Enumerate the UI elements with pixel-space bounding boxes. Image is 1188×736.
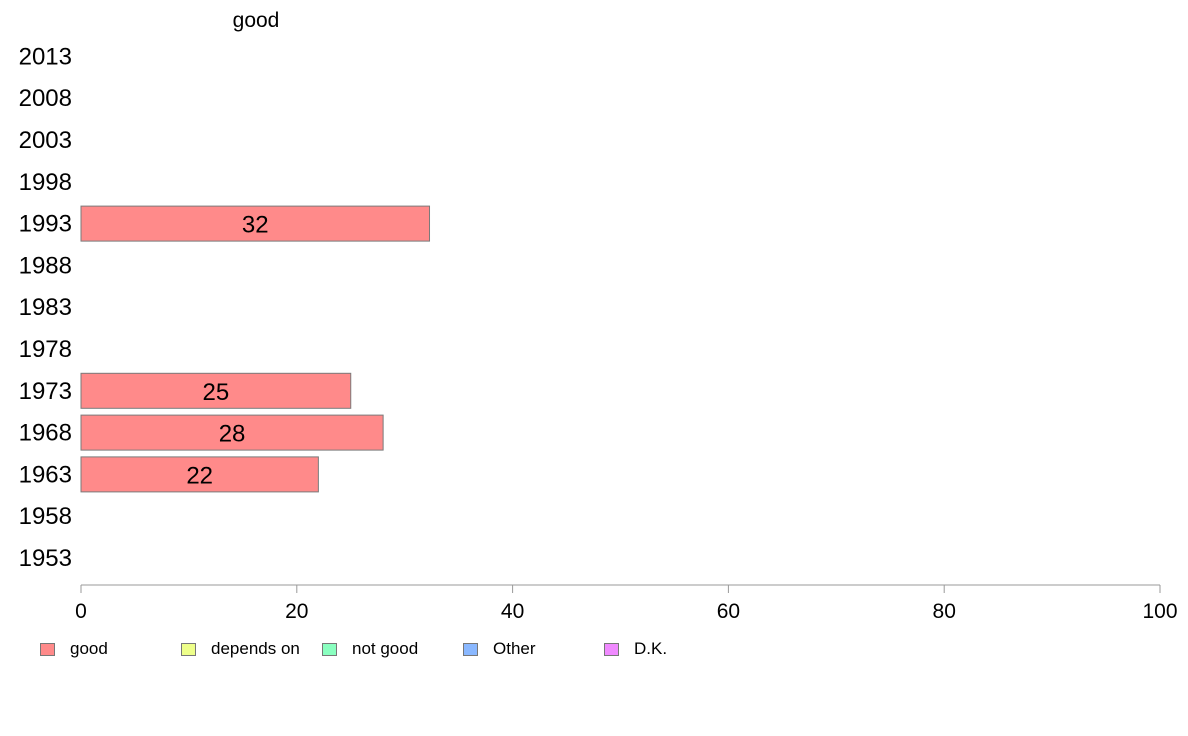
y-tick-label: 1978: [19, 336, 72, 363]
legend-label: good: [70, 639, 108, 658]
legend: good depends on not good Other D.K.: [40, 638, 704, 660]
x-tick-label: 40: [501, 600, 524, 623]
bar-value-label: 25: [203, 379, 230, 406]
y-tick-label: 1963: [19, 461, 72, 488]
x-tick-label: 20: [285, 600, 308, 623]
bar-value-label: 22: [186, 462, 213, 489]
x-tick-label: 60: [717, 600, 740, 623]
bar-value-label: 28: [219, 421, 246, 448]
y-tick-label: 1958: [19, 503, 72, 530]
legend-swatch: [40, 642, 55, 656]
x-tick-label: 80: [933, 600, 956, 623]
y-tick-label: 2003: [19, 127, 72, 154]
y-tick-label: 1968: [19, 420, 72, 447]
x-tick-label: 100: [1142, 600, 1177, 623]
y-tick-label: 1988: [19, 252, 72, 279]
legend-label: Other: [493, 639, 536, 658]
bar: [80, 205, 431, 242]
y-tick-label: 2008: [19, 85, 72, 112]
y-tick-label: 1973: [19, 378, 72, 405]
chart-title: good: [233, 9, 280, 32]
legend-item: depends on: [181, 639, 322, 659]
y-tick-label: 1998: [19, 169, 72, 196]
legend-item: good: [40, 639, 181, 659]
legend-label: depends on: [211, 639, 300, 658]
legend-swatch: [463, 642, 478, 656]
y-tick-label: 2013: [19, 43, 72, 70]
y-tick-label: 1953: [19, 545, 72, 572]
bar: [80, 456, 319, 493]
legend-swatch: [322, 642, 337, 656]
x-tick-label: 0: [75, 600, 87, 623]
y-tick-label: 1983: [19, 294, 72, 321]
legend-item: D.K.: [604, 639, 704, 659]
legend-item: not good: [322, 639, 463, 659]
bar-value-label: 32: [242, 212, 269, 239]
bar: [80, 414, 384, 451]
legend-swatch: [181, 642, 196, 656]
legend-label: D.K.: [634, 639, 668, 658]
y-tick-label: 1993: [19, 211, 72, 238]
bar: [80, 372, 352, 409]
legend-swatch: [604, 642, 619, 656]
legend-label: not good: [352, 639, 419, 658]
legend-item: Other: [463, 639, 604, 659]
